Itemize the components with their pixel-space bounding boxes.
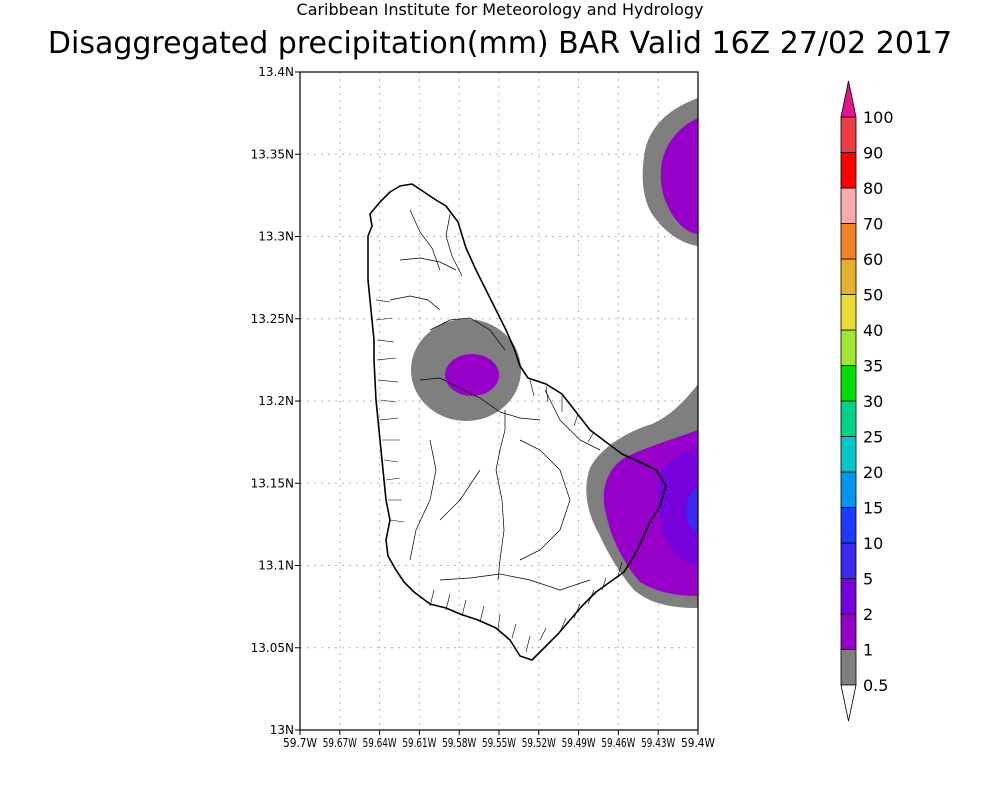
colorbar-swatch	[840, 578, 857, 615]
longitude-axis: 59.7W 59.67W 59.64W 59.61W 59.58W 59.55W 59.52…	[283, 730, 715, 750]
lat-tick-label: 13.15N	[251, 476, 294, 490]
colorbar-swatch	[840, 507, 857, 544]
barbados-island	[367, 183, 667, 661]
lat-tick-label: 13N	[270, 723, 294, 737]
colorbar-swatch	[840, 400, 857, 437]
lon-tick-label: 59.64W	[363, 736, 397, 750]
colorbar-level-label: 80	[863, 179, 883, 198]
lon-tick-label: 59.4W	[681, 736, 715, 750]
lon-tick-label: 59.58W	[442, 736, 476, 750]
colorbar-level-label: 2	[863, 605, 873, 624]
lon-tick-label: 59.61W	[402, 736, 436, 750]
colorbar-level-label: 10	[863, 534, 883, 553]
lat-tick-label: 13.05N	[251, 641, 294, 655]
colorbar-level-label: 40	[863, 321, 883, 340]
colorbar-level-label: 100	[863, 108, 894, 127]
colorbar-level-label: 90	[863, 144, 883, 163]
precip-area-northeast	[642, 98, 698, 246]
colorbar-level-label: 35	[863, 357, 883, 376]
lat-tick-label: 13.2N	[258, 394, 294, 408]
lon-tick-label: 59.7W	[283, 736, 317, 750]
colorbar-swatch	[840, 294, 857, 331]
colorbar-level-label: 25	[863, 428, 883, 447]
colorbar-swatch	[840, 152, 857, 189]
lon-tick-label: 59.43W	[641, 736, 675, 750]
colorbar-swatch	[840, 116, 857, 153]
precip-area-east-coast	[586, 384, 698, 608]
lon-tick-label: 59.49W	[562, 736, 596, 750]
colorbar-level-label: 15	[863, 499, 883, 518]
lat-tick-label: 13.4N	[258, 65, 294, 79]
colorbar-level-label: 20	[863, 463, 883, 482]
lon-tick-label: 59.55W	[482, 736, 516, 750]
colorbar-swatch	[840, 436, 857, 473]
colorbar-level-label: 50	[863, 286, 883, 305]
colorbar-swatch	[840, 329, 857, 366]
colorbar-level-label: 60	[863, 250, 883, 269]
map-title-institute: Caribbean Institute for Meteorology and …	[296, 0, 704, 19]
lon-tick-label: 59.67W	[323, 736, 357, 750]
colorbar-swatch	[840, 187, 857, 224]
colorbar-swatch	[840, 258, 857, 295]
lat-tick-label: 13.1N	[258, 559, 294, 573]
map-title-product: Disaggregated precipitation(mm) BAR Vali…	[47, 26, 953, 61]
colorbar-level-label: 1	[863, 641, 873, 660]
precip-area-central-west	[411, 319, 521, 421]
colorbar-swatch	[840, 365, 857, 402]
colorbar-bottom-arrow	[840, 684, 857, 722]
lat-tick-label: 13.25N	[251, 312, 294, 326]
latitude-axis: 13N 13.05N 13.1N 13.15N 13.2N 13.25N 13.3N 13.3…	[251, 65, 300, 737]
lon-tick-label: 59.52W	[522, 736, 556, 750]
lat-tick-label: 13.3N	[258, 230, 294, 244]
colorbar-level-label: 30	[863, 392, 883, 411]
colorbar-swatch	[840, 542, 857, 579]
island-coastline	[367, 183, 667, 661]
colorbar-swatch	[840, 471, 857, 508]
parish-boundaries	[389, 209, 601, 591]
colorbar-level-label: 5	[863, 570, 873, 589]
coastal-gullies	[375, 299, 623, 653]
colorbar-level-label: 70	[863, 215, 883, 234]
colorbar-swatch	[840, 649, 857, 686]
lat-tick-label: 13.35N	[251, 147, 294, 161]
lon-tick-label: 59.46W	[601, 736, 635, 750]
colorbar-top-arrow	[840, 80, 857, 118]
colorbar-swatch	[840, 613, 857, 650]
precip-shading	[411, 98, 698, 608]
colorbar-swatch	[840, 223, 857, 260]
colorbar-level-label: 0.5	[863, 676, 888, 695]
